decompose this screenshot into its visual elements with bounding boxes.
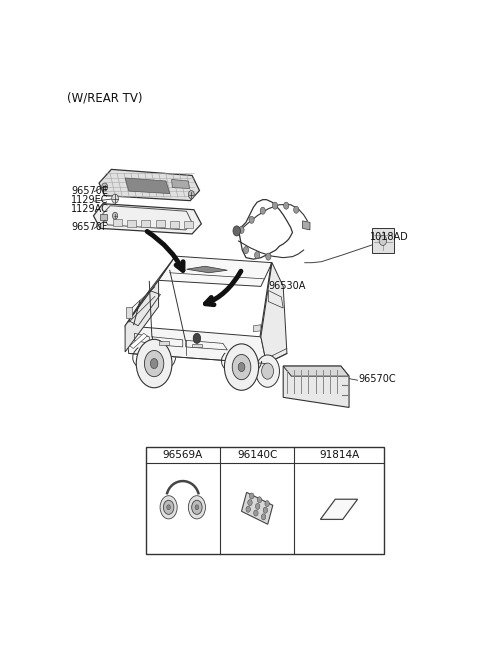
Circle shape [233, 226, 240, 236]
Circle shape [144, 350, 164, 377]
Text: (W/REAR TV): (W/REAR TV) [67, 91, 143, 104]
Circle shape [257, 496, 262, 503]
Bar [113, 219, 122, 227]
Circle shape [294, 206, 299, 214]
Bar [156, 220, 165, 227]
Circle shape [243, 246, 249, 253]
Text: 96570F: 96570F [71, 222, 108, 232]
Text: 96530A: 96530A [268, 282, 306, 291]
Circle shape [163, 500, 174, 514]
Polygon shape [261, 263, 287, 364]
Polygon shape [283, 366, 349, 407]
Circle shape [260, 207, 265, 214]
Text: 96569A: 96569A [163, 450, 203, 460]
Text: 1129EC: 1129EC [71, 195, 108, 205]
Polygon shape [372, 229, 394, 253]
Circle shape [102, 183, 108, 191]
Circle shape [254, 252, 260, 259]
Circle shape [284, 202, 289, 209]
Circle shape [265, 500, 269, 506]
Circle shape [248, 500, 252, 506]
Circle shape [193, 333, 201, 343]
Polygon shape [99, 170, 200, 200]
Polygon shape [158, 256, 272, 286]
Polygon shape [125, 178, 170, 194]
Circle shape [255, 504, 260, 510]
Bar [126, 307, 132, 318]
Circle shape [188, 191, 194, 198]
Circle shape [112, 194, 119, 203]
Polygon shape [302, 221, 310, 230]
Circle shape [253, 510, 258, 516]
Circle shape [239, 227, 244, 233]
Bar [159, 341, 169, 345]
Text: 96570C: 96570C [359, 374, 396, 384]
Text: 1018AD: 1018AD [370, 232, 408, 242]
Circle shape [256, 355, 279, 387]
Polygon shape [283, 366, 349, 376]
Polygon shape [94, 204, 202, 234]
Circle shape [136, 339, 172, 388]
Polygon shape [125, 256, 175, 326]
Polygon shape [186, 266, 228, 272]
Polygon shape [172, 179, 190, 189]
Circle shape [379, 235, 386, 246]
Circle shape [188, 496, 205, 519]
Circle shape [232, 354, 251, 380]
Bar [127, 219, 136, 227]
Polygon shape [321, 499, 358, 519]
Circle shape [150, 358, 158, 369]
Polygon shape [241, 493, 273, 524]
Circle shape [266, 253, 271, 260]
Text: 96570E: 96570E [71, 185, 108, 196]
Circle shape [225, 344, 259, 390]
Circle shape [273, 202, 277, 209]
Polygon shape [125, 326, 266, 364]
Bar [184, 221, 193, 228]
Circle shape [192, 500, 202, 514]
Circle shape [262, 363, 274, 379]
Bar [145, 447, 384, 553]
Bar [192, 344, 203, 347]
Circle shape [261, 514, 266, 520]
Circle shape [263, 507, 267, 514]
Bar [170, 221, 179, 228]
Circle shape [249, 216, 254, 223]
Text: 96140C: 96140C [237, 450, 277, 460]
Circle shape [246, 506, 251, 512]
Polygon shape [253, 325, 261, 332]
Bar [142, 220, 150, 227]
Text: 1129AC: 1129AC [71, 204, 109, 214]
Polygon shape [130, 333, 147, 348]
Circle shape [112, 212, 118, 219]
Circle shape [250, 493, 254, 499]
Bar [100, 214, 107, 220]
Circle shape [160, 496, 177, 519]
Circle shape [238, 363, 245, 371]
Polygon shape [125, 280, 158, 352]
Circle shape [195, 505, 199, 510]
Text: 91814A: 91814A [319, 450, 359, 460]
Circle shape [167, 505, 170, 510]
